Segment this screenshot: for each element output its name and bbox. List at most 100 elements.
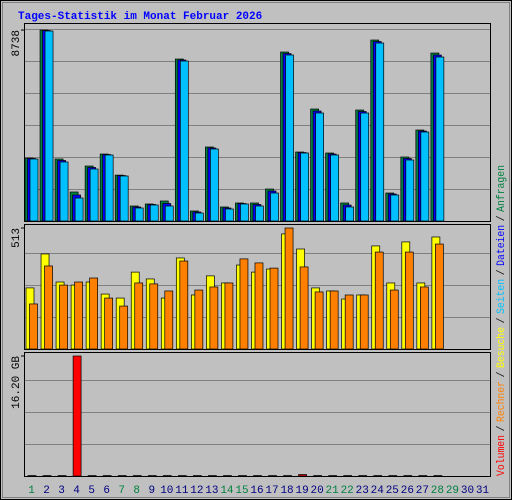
x-tick-label: 28 — [431, 485, 444, 497]
bar — [44, 30, 54, 222]
x-tick-label: 21 — [326, 485, 340, 497]
bar — [374, 251, 384, 350]
bar — [134, 282, 144, 350]
bar — [330, 154, 339, 222]
x-tick-label: 14 — [220, 485, 234, 497]
bar — [298, 474, 307, 477]
legend-entry: Anfragen — [496, 165, 508, 212]
bar — [29, 158, 39, 222]
bar — [284, 227, 294, 350]
bar — [29, 303, 38, 350]
legend-entry: Volumen — [496, 435, 508, 476]
bar — [300, 152, 309, 222]
legend-entry: Seiten — [496, 279, 508, 314]
bar — [435, 243, 444, 350]
bar — [359, 294, 369, 350]
legend-entry: Rechner — [496, 381, 508, 422]
legend-entry: Besuche — [496, 327, 508, 368]
bar — [435, 56, 445, 222]
bar — [254, 262, 264, 350]
x-tick-label: 13 — [205, 485, 218, 497]
bar — [239, 258, 249, 350]
bar — [179, 260, 189, 350]
x-tick-label: 19 — [295, 485, 308, 497]
x-tick-label: 2 — [43, 485, 50, 497]
bar — [405, 159, 415, 222]
x-tick-label: 4 — [73, 485, 80, 497]
bar — [329, 290, 339, 350]
x-tick-label: 24 — [371, 485, 385, 497]
bar — [314, 291, 324, 350]
bar — [44, 265, 53, 350]
bar — [179, 60, 189, 222]
bar — [285, 54, 294, 222]
bar — [375, 42, 385, 222]
legend: Volumen / Rechner / Besuche / Seiten / Dateien / A… — [496, 165, 508, 476]
legend-separator: / — [496, 215, 508, 221]
bar — [194, 289, 204, 350]
bar — [390, 194, 400, 222]
x-tick-label: 26 — [401, 485, 414, 497]
x-tick-label: 3 — [58, 485, 65, 497]
x-tick-label: 27 — [416, 485, 429, 497]
panel — [24, 352, 491, 477]
x-tick-label: 20 — [311, 485, 324, 497]
bar — [360, 112, 370, 222]
bar — [225, 208, 234, 222]
bar — [299, 266, 309, 350]
y-tick-label: 8738 — [11, 30, 23, 56]
bar — [420, 131, 430, 222]
x-tick-label: 25 — [386, 485, 399, 497]
bar — [164, 205, 174, 222]
x-tick-label: 22 — [341, 485, 354, 497]
x-tick-label: 16 — [250, 485, 263, 497]
y-tick-label: 16.20 GB — [11, 356, 23, 409]
bar — [149, 283, 159, 350]
y-tick-label: 513 — [11, 228, 23, 248]
bar — [210, 148, 219, 222]
bar — [344, 294, 354, 350]
bar — [195, 212, 204, 222]
x-tick-label: 30 — [461, 485, 474, 497]
x-tick-label: 9 — [148, 485, 155, 497]
x-tick-label: 7 — [118, 485, 125, 497]
bar — [419, 286, 429, 350]
bar — [59, 161, 69, 222]
bar — [270, 192, 279, 222]
bar — [345, 206, 355, 222]
bar — [404, 251, 414, 350]
x-tick-label: 10 — [160, 485, 173, 497]
x-tick-label: 5 — [88, 485, 95, 497]
x-tick-label: 29 — [446, 485, 459, 497]
legend-entry: Dateien — [496, 225, 508, 266]
bar — [164, 290, 174, 350]
bar — [72, 355, 82, 477]
bar — [59, 284, 68, 350]
x-tick-label: 12 — [190, 485, 203, 497]
x-tick-label: 8 — [133, 485, 140, 497]
x-tick-label: 1 — [28, 485, 35, 497]
bar — [315, 112, 324, 222]
x-tick-label: 15 — [235, 485, 248, 497]
bar — [104, 297, 114, 350]
legend-separator: / — [496, 372, 508, 378]
bar — [389, 289, 399, 350]
bar — [224, 282, 234, 350]
x-tick-label: 31 — [476, 485, 490, 497]
x-tick-label: 11 — [175, 485, 189, 497]
bar — [89, 168, 99, 222]
bar — [134, 207, 144, 222]
bar — [89, 277, 98, 350]
x-tick-label: 18 — [280, 485, 293, 497]
bar — [119, 305, 129, 350]
bar — [74, 281, 83, 350]
bar — [209, 286, 219, 350]
bar — [255, 205, 264, 222]
bar — [119, 175, 129, 222]
chart-title: Tages-Statistik im Monat Februar 2026 — [18, 11, 262, 23]
bar — [74, 197, 84, 222]
x-tick-label: 23 — [356, 485, 369, 497]
